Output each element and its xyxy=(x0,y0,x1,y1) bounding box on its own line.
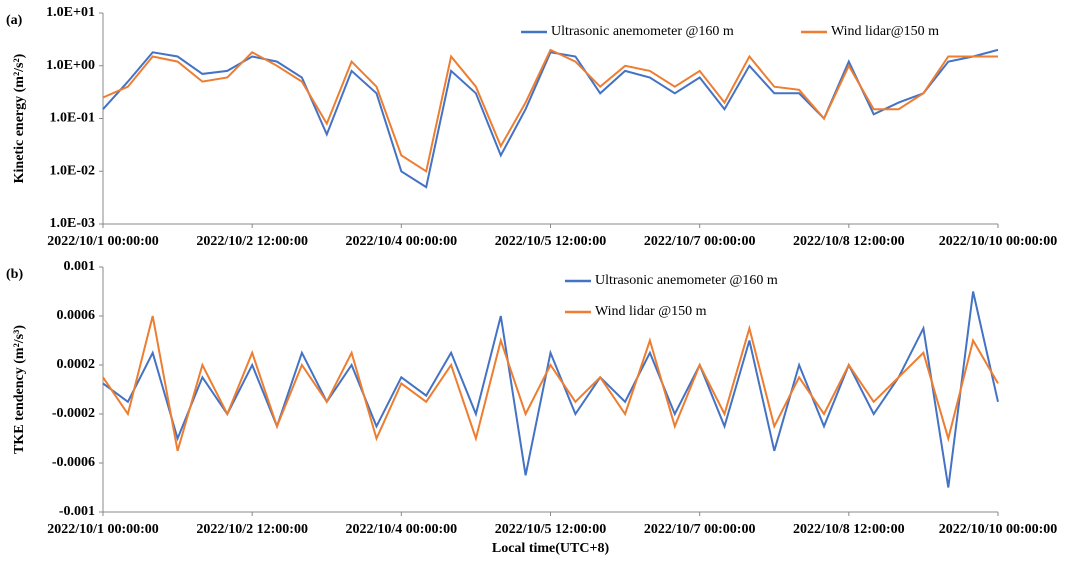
legend-label: Wind lidar @150 m xyxy=(595,304,707,319)
x-tick-label: 2022/10/10 00:00:00 xyxy=(939,522,1058,537)
x-tick-label: 2022/10/2 12:00:00 xyxy=(196,522,308,537)
x-tick-label: 2022/10/1 00:00:00 xyxy=(47,234,159,249)
x-axis-label: Local time(UTC+8) xyxy=(492,541,610,556)
legend-label: Ultrasonic anemometer @160 m xyxy=(595,273,778,288)
y-tick-label: 1.0E+01 xyxy=(46,5,95,20)
y-axis-label: Kinetic energy (m²/s²) xyxy=(12,53,27,183)
data-line xyxy=(102,48,999,189)
y-tick-label: 1.0E-03 xyxy=(50,216,96,231)
data-line xyxy=(102,315,999,452)
x-tick-label: 2022/10/1 00:00:00 xyxy=(47,522,159,537)
legend-label: Wind lidar@150 m xyxy=(831,24,939,39)
legend-label: Ultrasonic anemometer @160 m xyxy=(551,24,734,39)
x-tick-label: 2022/10/8 12:00:00 xyxy=(793,234,905,249)
y-tick-label: 0.0002 xyxy=(57,357,96,372)
x-tick-label: 2022/10/5 12:00:00 xyxy=(495,522,607,537)
x-tick-label: 2022/10/8 12:00:00 xyxy=(793,522,905,537)
y-tick-label: 1.0E-02 xyxy=(50,163,96,178)
panel-label: (a) xyxy=(6,13,23,28)
y-tick-label: 1.0E+00 xyxy=(46,58,95,73)
x-tick-label: 2022/10/10 00:00:00 xyxy=(939,234,1058,249)
x-tick-label: 2022/10/5 12:00:00 xyxy=(495,234,607,249)
x-tick-label: 2022/10/4 00:00:00 xyxy=(346,522,458,537)
panel-label: (b) xyxy=(6,267,23,282)
y-tick-label: 0.0006 xyxy=(57,308,96,323)
y-axis-label: TKE tendency (m²/s³) xyxy=(12,325,27,454)
y-tick-label: -0.0006 xyxy=(52,455,95,470)
x-tick-label: 2022/10/2 12:00:00 xyxy=(196,234,308,249)
data-line xyxy=(102,48,998,173)
x-tick-label: 2022/10/4 00:00:00 xyxy=(346,234,458,249)
y-tick-label: -0.0002 xyxy=(52,406,95,421)
y-tick-label: 0.001 xyxy=(64,259,96,274)
y-tick-label: -0.001 xyxy=(59,504,95,519)
x-tick-label: 2022/10/7 00:00:00 xyxy=(644,234,756,249)
x-tick-label: 2022/10/7 00:00:00 xyxy=(644,522,756,537)
y-tick-label: 1.0E-01 xyxy=(50,111,96,126)
